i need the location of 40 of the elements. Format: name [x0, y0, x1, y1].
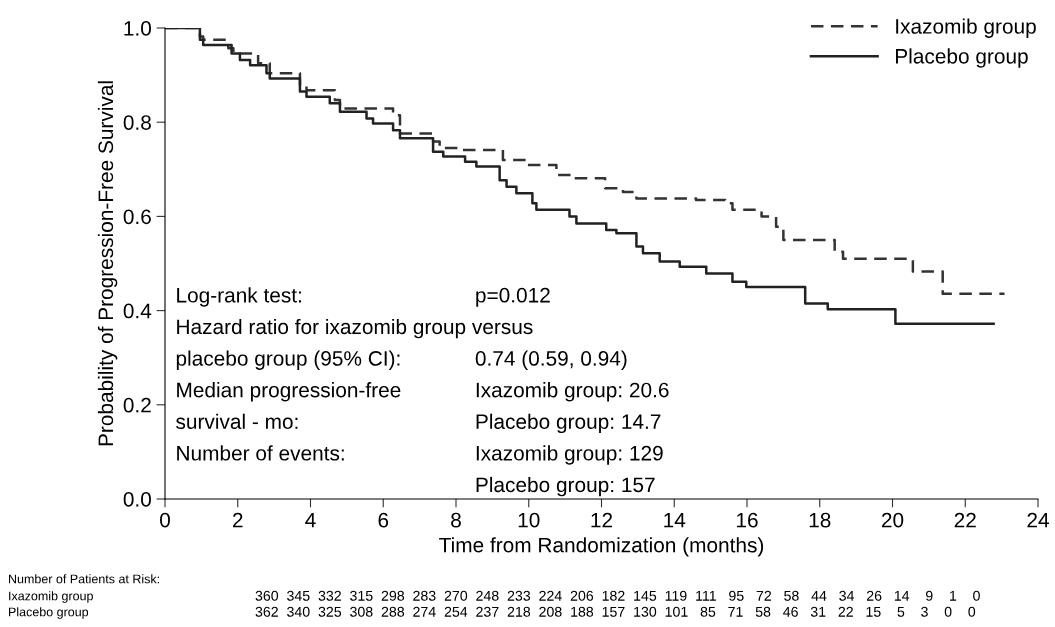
annotation: Placebo group: 157	[476, 476, 655, 497]
annotation: Log-rank test:	[177, 287, 301, 307]
text: 362 340 325 308 288 274 254 237 218 208 188 157 130 101 85 71 58 46 31 22 15 5 3 0 0	[255, 606, 976, 617]
text: Placebo group	[9, 607, 89, 619]
x-tick-label: 16	[737, 512, 758, 528]
x-tick-label: 22	[954, 512, 976, 528]
annotation: Ixazomib group: 20.6	[476, 382, 669, 402]
x-tick-label: 6	[378, 512, 389, 528]
annotation: Ixazomib group: 129	[476, 445, 663, 465]
x-tick-label: 2	[233, 512, 243, 528]
legend-label: Placebo group	[895, 48, 1028, 68]
y-tick-label: 0.2	[123, 397, 151, 413]
x-axis-title: Time from Randomization (months)	[439, 537, 764, 557]
y-tick-label: 0.8	[123, 115, 151, 130]
y-tick-label: 1.0	[124, 21, 151, 36]
text: Ixazomib group	[9, 591, 93, 603]
x-tick-label: 12	[591, 512, 613, 528]
x-tick-label: 18	[809, 512, 831, 528]
text: Number of Patients at Risk:	[9, 574, 159, 584]
y-tick-label: 0.4	[123, 303, 152, 319]
legend-label: Ixazomib group	[896, 18, 1036, 38]
annotation: placebo group (95% CI):	[176, 350, 400, 370]
annotation: 0.74 (0.59, 0.94)	[475, 350, 627, 370]
x-tick-label: 4	[305, 512, 316, 528]
x-tick-label: 24	[1027, 512, 1049, 528]
x-tick-label: 10	[518, 512, 540, 528]
y-tick-label: 0.6	[123, 209, 151, 225]
annotation: Median progression-free	[177, 382, 401, 402]
text: 360 345 332 315 298 283 270 248 233 224 206 182 145 119 111 95 72 58 44 34 26 14 9 1 0	[255, 590, 980, 601]
annotation: Number of events:	[177, 445, 344, 461]
x-tick-label: 0	[160, 512, 170, 528]
x-tick-label: 14	[664, 512, 686, 528]
annotation: Hazard ratio for ixazomib group versus	[177, 318, 533, 339]
annotation: p=0.012	[476, 287, 550, 307]
x-tick-label: 8	[451, 512, 461, 528]
y-tick-label: 0.0	[123, 492, 151, 507]
x-tick-label: 20	[881, 512, 904, 528]
annotation: survival - mo:	[176, 413, 298, 429]
y-axis-title: Probability of Progression-Free Survival	[97, 81, 118, 446]
annotation: Placebo group: 14.7	[476, 413, 661, 434]
